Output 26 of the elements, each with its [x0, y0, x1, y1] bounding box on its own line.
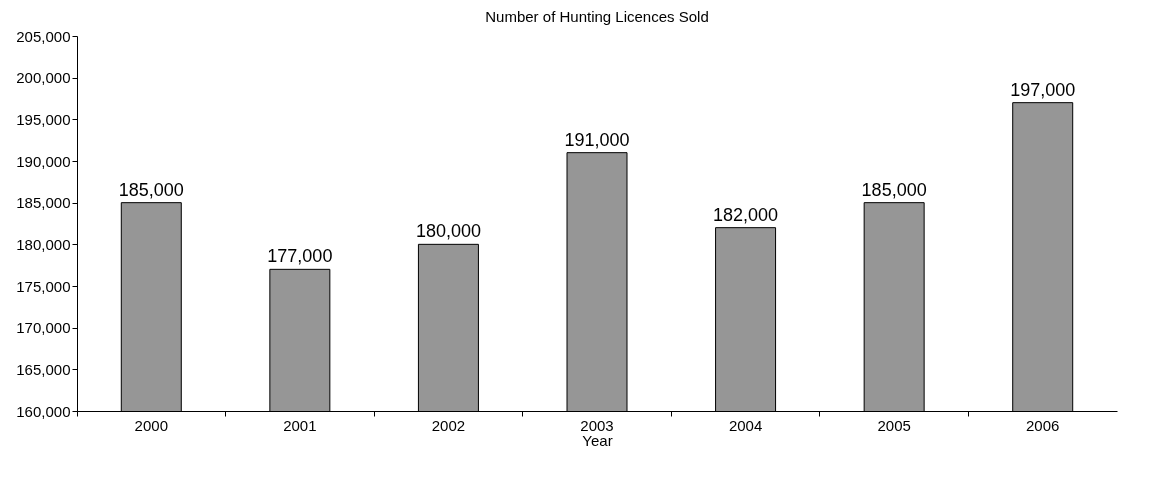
y-tick-label: 195,000	[16, 110, 71, 128]
data-label: 177,000	[267, 246, 333, 267]
y-tick-label: 180,000	[16, 235, 71, 253]
y-tick-label: 205,000	[16, 27, 71, 45]
data-label: 191,000	[564, 129, 630, 150]
x-tick-label: 2001	[283, 416, 317, 434]
data-label: 182,000	[713, 204, 779, 225]
data-label: 185,000	[861, 179, 927, 200]
y-tick-label: 165,000	[16, 360, 71, 378]
y-tick-label: 190,000	[16, 152, 71, 170]
y-tick-label: 175,000	[16, 277, 71, 295]
x-tick-label: 2004	[728, 416, 763, 434]
y-tick-label: 200,000	[16, 69, 71, 87]
chart-title: Number of Hunting Licences Sold	[485, 8, 709, 25]
data-label: 180,000	[415, 221, 481, 242]
y-tick-label: 170,000	[16, 319, 71, 337]
x-tick-label: 2003	[580, 416, 614, 434]
y-tick-label: 185,000	[16, 194, 71, 212]
x-tick-label: 2006	[1026, 416, 1060, 434]
data-label: 197,000	[1010, 79, 1076, 100]
x-axis-title: Year	[582, 431, 613, 449]
x-tick-label: 2005	[877, 416, 911, 434]
data-label: 185,000	[118, 179, 184, 200]
x-tick-label: 2000	[134, 416, 168, 434]
x-tick-label: 2002	[431, 416, 466, 434]
y-tick-label: 160,000	[16, 402, 71, 420]
